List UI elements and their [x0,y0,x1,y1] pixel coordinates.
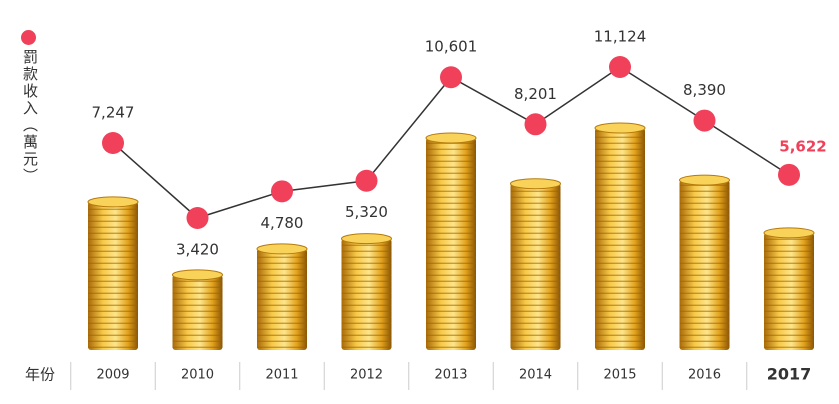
value-label: 5,320 [345,203,388,221]
coin-stack [425,132,477,350]
value-label: 3,420 [176,240,219,258]
value-label: 8,390 [683,81,726,99]
dot [355,169,378,192]
dot [186,206,209,229]
x-tick-label: 2014 [519,368,552,383]
coin-stripes [426,137,476,350]
value-label: 8,201 [514,85,557,103]
x-tick-label: 2015 [603,368,636,383]
x-tick-label: 2016 [688,368,721,383]
value-label: 4,780 [261,214,304,232]
x-tick-label: 2017 [767,365,812,384]
dot [524,113,547,136]
value-label: 7,247 [92,103,135,121]
x-tick-label: 2011 [265,368,298,383]
coin-stack [594,122,646,350]
coin-top [594,122,646,134]
coin-top [679,174,730,186]
coin-top [87,196,139,208]
coin-stack [172,269,223,350]
coin-stack [510,178,561,350]
value-label: 11,124 [594,28,647,46]
coin-stripes [595,128,645,350]
legend: 罰款收入（萬元） [20,30,40,185]
value-label: 5,622 [779,137,826,155]
coin-top [763,227,815,239]
coin-stripes [172,274,223,350]
coin-stripes [679,180,730,350]
x-tick-label: 2010 [181,368,214,383]
dot [693,109,716,132]
coin-stripes [257,248,307,350]
dot [609,56,631,78]
coin-top [256,243,308,255]
coin-stack [763,227,815,350]
coin-stripes [764,232,814,350]
coin-top [425,132,477,144]
value-label: 10,601 [425,38,478,56]
dot [102,131,124,154]
coin-stripes [341,238,392,350]
coin-top [510,178,561,190]
coin-stripes [88,201,138,350]
legend-marker [21,30,36,45]
coin-top [341,233,392,245]
dot [778,163,800,186]
coin-stripes [510,183,561,350]
x-tick-label: 2012 [350,368,383,383]
coin-stack [341,233,392,350]
legend-label: 罰款收入（萬元） [21,49,39,185]
coin-stack [679,174,730,350]
dot [440,66,462,89]
x-tick-label: 2009 [96,368,129,383]
coin-stack [256,243,308,350]
dot [271,180,293,203]
coin-top [172,269,223,281]
coin-stack [87,196,139,350]
x-tick-label: 2013 [434,368,467,383]
x-axis-label: 年份 [25,366,55,384]
